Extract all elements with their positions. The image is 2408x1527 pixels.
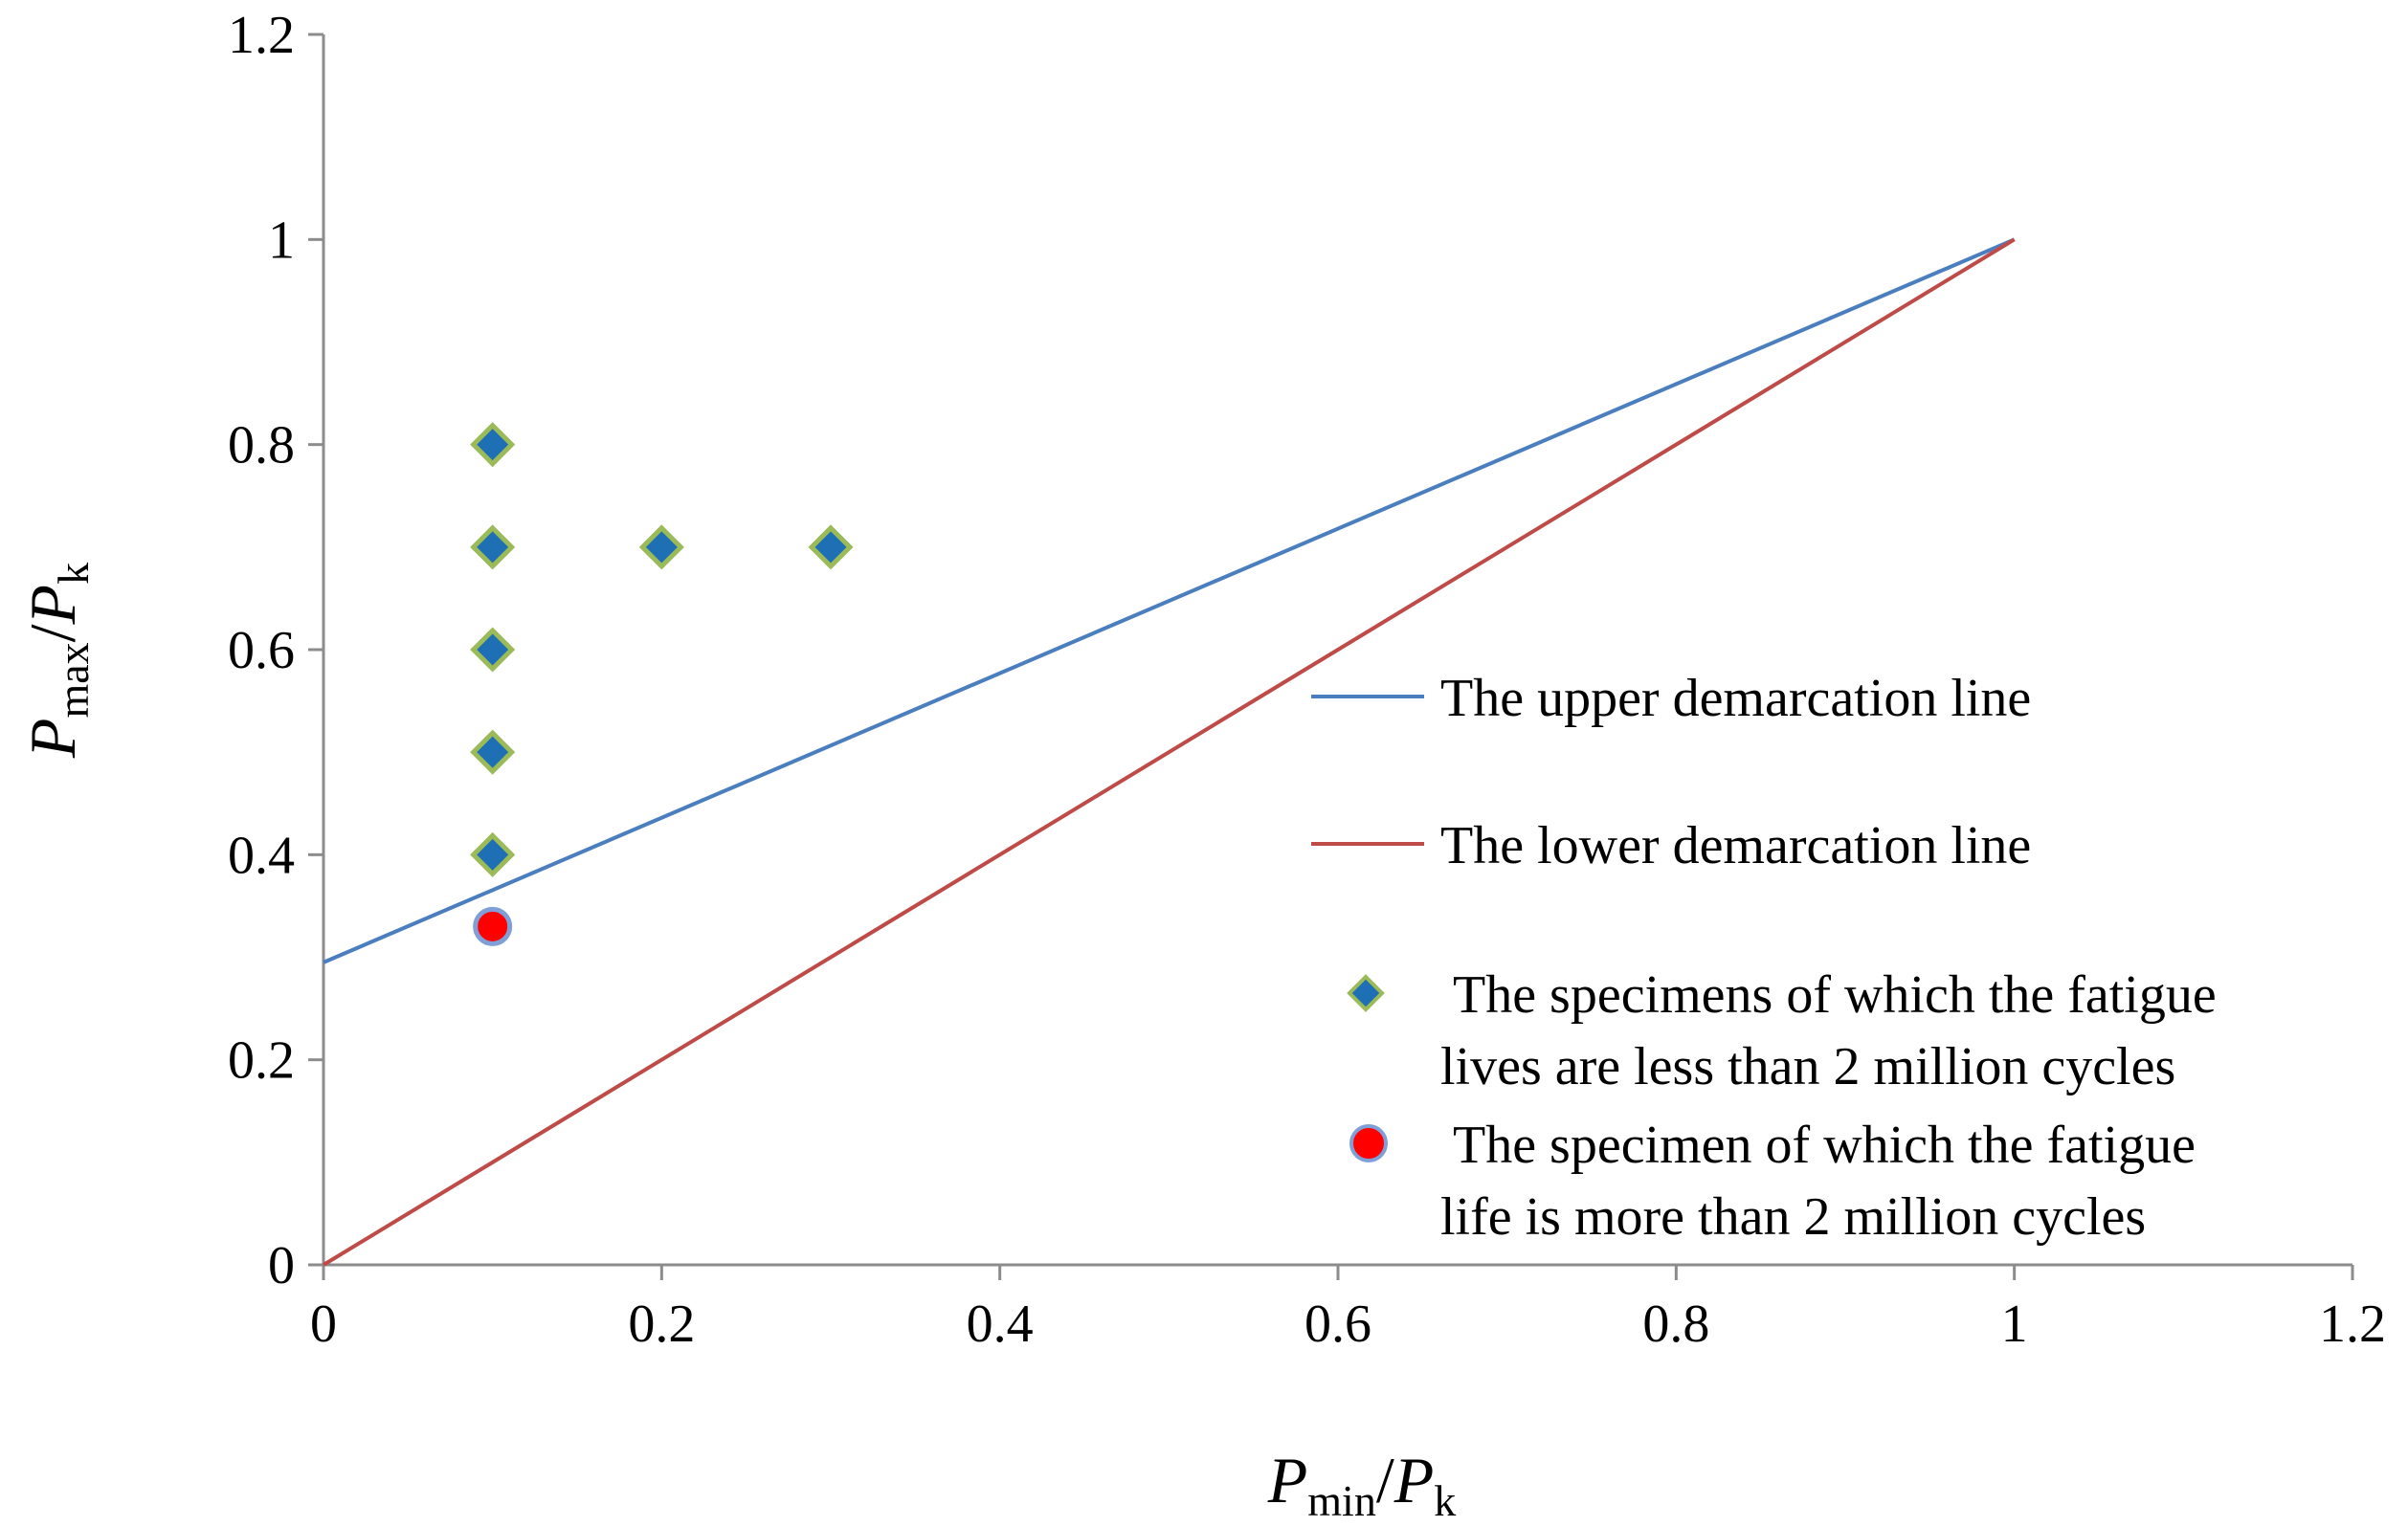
- diamond-point: [470, 524, 516, 570]
- y-tick-label: 1.2: [228, 6, 295, 65]
- y-tick-label: 0: [268, 1236, 295, 1295]
- series-line-1: [322, 237, 2016, 1267]
- series-line-0: [323, 237, 2016, 964]
- legend-label-specimen-more-line2: life is more than 2 million cycles: [1440, 1187, 2146, 1247]
- y-tick-label: 0.6: [228, 621, 295, 680]
- diamond-point: [808, 524, 854, 570]
- x-tick-label: 0: [310, 1295, 337, 1354]
- diamond-point: [470, 831, 516, 877]
- series-lines: [322, 237, 2016, 1267]
- x-tick-label: 0.6: [1304, 1295, 1371, 1354]
- legend-label-specimens-less: The specimens of which the fatigue: [1440, 965, 2217, 1025]
- legend: The upper demarcation line The lower dem…: [1311, 669, 2217, 1247]
- x-axis-title: Pmin/Pk: [1267, 1444, 1457, 1525]
- circle-point: [473, 906, 513, 946]
- diamond-point: [470, 422, 516, 468]
- legend-label-lower-line: The lower demarcation line: [1440, 816, 2031, 875]
- diamond-point: [638, 524, 684, 570]
- legend-swatch-diamond-marker: [1347, 974, 1385, 1012]
- x-ticks: 0 0.2 0.4 0.6 0.8 1 1.2: [310, 1265, 2386, 1354]
- legend-label-upper-line: The upper demarcation line: [1440, 669, 2031, 728]
- diamond-point: [470, 729, 516, 775]
- diamond-point: [470, 627, 516, 673]
- y-tick-label: 1: [268, 210, 295, 270]
- y-tick-label: 0.8: [228, 416, 295, 476]
- legend-label-specimen-more: The specimen of which the fatigue: [1440, 1116, 2196, 1175]
- x-tick-label: 0.8: [1642, 1295, 1709, 1354]
- legend-label-specimens-less-line2: lives are less than 2 million cycles: [1440, 1037, 2175, 1096]
- x-tick-label: 0.2: [628, 1295, 695, 1354]
- series-points: [470, 422, 854, 946]
- x-tick-label: 1.2: [2319, 1295, 2386, 1354]
- y-tick-label: 0.4: [228, 826, 295, 885]
- y-tick-label: 0.2: [228, 1031, 295, 1091]
- legend-swatch-circle-marker: [1349, 1124, 1388, 1162]
- y-axis-title: Pmax/Pk: [16, 563, 98, 759]
- x-tick-label: 0.4: [967, 1295, 1034, 1354]
- x-tick-label: 1: [2001, 1295, 2028, 1354]
- y-ticks: 0 0.2 0.4 0.6 0.8 1 1.2: [228, 6, 323, 1295]
